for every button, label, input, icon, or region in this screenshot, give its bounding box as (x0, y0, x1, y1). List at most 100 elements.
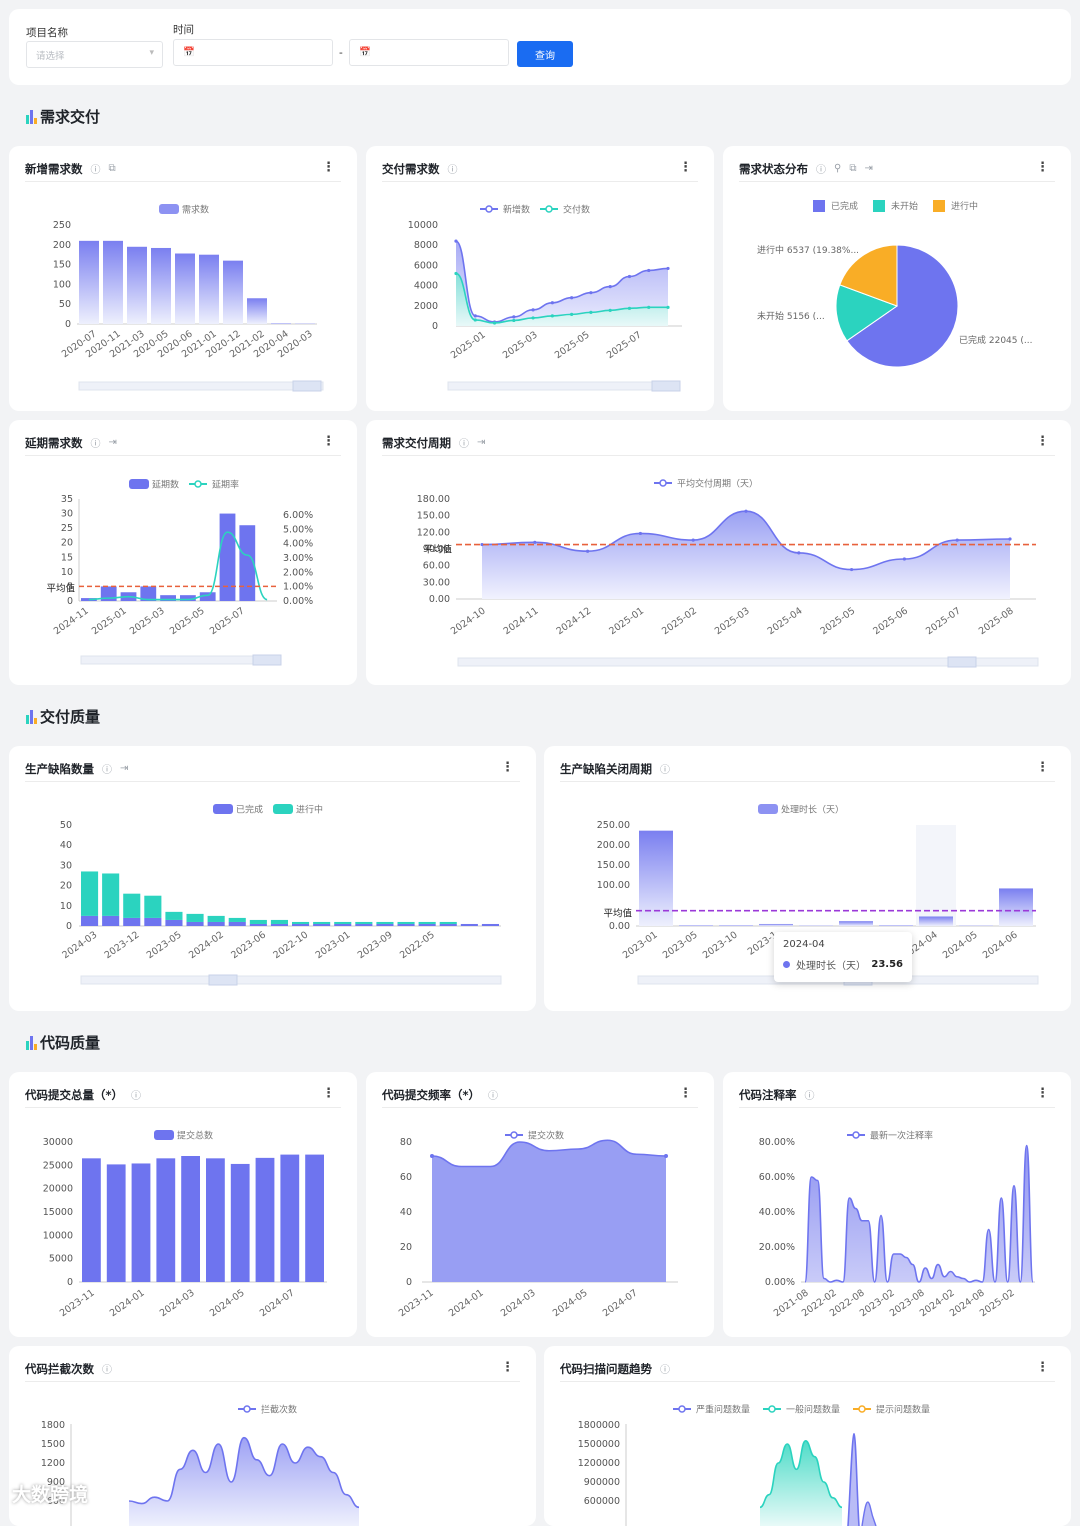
data-point (639, 532, 642, 535)
y-tick-label: 1500000 (578, 1439, 620, 1450)
start-date-input[interactable]: 📅 (173, 39, 333, 66)
x-tick-label: 2025-01 (449, 329, 488, 361)
project-select[interactable]: 请选择 ▾ (26, 41, 163, 68)
data-point (474, 318, 477, 321)
query-button[interactable]: 查询 (517, 41, 573, 67)
legend-item: 进行中 (296, 804, 323, 816)
data-point (570, 313, 573, 316)
y-tick-label: 1500 (41, 1439, 65, 1450)
y-tick-label: 20 (400, 1242, 412, 1253)
data-point (430, 1154, 434, 1158)
legend-marker (244, 1406, 250, 1412)
legend-swatch (129, 479, 149, 489)
x-tick-label: 2024-11 (502, 605, 541, 637)
bar (639, 831, 673, 926)
legend-item: 进行中 (951, 200, 978, 212)
y-tick-label: 40 (60, 840, 72, 851)
end-date-input[interactable]: 📅 (349, 39, 509, 66)
x-tick-label: 2025-03 (128, 605, 167, 637)
y-tick-label: 50 (59, 299, 71, 310)
x-tick-label: 2024-03 (499, 1287, 538, 1319)
y-tick-label: 10000 (408, 220, 438, 231)
bar-doing (292, 922, 309, 924)
legend-swatch (933, 200, 945, 212)
data-point (850, 568, 853, 571)
bar (82, 1158, 101, 1282)
bar-doing (165, 912, 182, 920)
x-tick-label: 2025-07 (605, 329, 644, 361)
scrollbar-handle (293, 381, 321, 391)
pie-label: 未开始 5156 (... (757, 310, 825, 322)
section-quality: 交付质量 (26, 706, 100, 727)
y-tick-label: 5000 (49, 1254, 73, 1265)
y-tick-label: 0 (406, 1277, 412, 1288)
x-tick-label: 2023-05 (661, 929, 700, 961)
y-tick-label: 25 (61, 523, 73, 534)
legend-item: 平均交付周期（天） (677, 478, 758, 490)
y-tick-label: 20000 (43, 1184, 73, 1195)
y-tick-label: 20 (60, 881, 72, 892)
y-tick-label: 600000 (584, 1496, 620, 1507)
y-tick-label: 30.00 (423, 577, 450, 588)
bar (151, 248, 171, 324)
y-tick-label: 150 (53, 260, 71, 271)
bar (231, 1164, 250, 1282)
x-tick-label: 2024-05 (551, 1287, 590, 1319)
bar-done (482, 924, 499, 926)
legend-marker (546, 206, 552, 212)
legend-item: 严重问题数量 (696, 1404, 750, 1416)
y-tick-label: 180.00 (417, 494, 450, 505)
bar (156, 1158, 175, 1282)
scrollbar-track (81, 656, 277, 664)
time-label: 时间 (173, 22, 194, 37)
y-tick-label: 100.00 (597, 880, 630, 891)
data-point (531, 316, 534, 319)
data-point (628, 307, 631, 310)
bar (271, 323, 291, 324)
section-title: 代码质量 (40, 1032, 100, 1053)
legend-item: 已完成 (236, 804, 263, 816)
x-tick-label: 2022-10 (271, 929, 310, 961)
series-area (482, 511, 1010, 599)
legend-marker (660, 480, 666, 486)
legend-swatch (213, 804, 233, 814)
data-point (589, 291, 592, 294)
bar (719, 925, 753, 926)
data-point (903, 557, 906, 560)
legend-marker (679, 1406, 685, 1412)
bar-doing (271, 920, 288, 924)
x-tick-label: 2023-01 (621, 929, 660, 961)
bar (181, 1156, 200, 1282)
y-tick-label: 60 (400, 1172, 412, 1183)
chart-comment-rate: 最新一次注释率0.00%20.00%40.00%60.00%80.00%2021… (723, 1072, 1071, 1337)
y-tick-label: 15 (61, 552, 73, 563)
legend-swatch (758, 804, 778, 814)
y-tick-label: 1200000 (578, 1458, 620, 1469)
y-tick-label: 1800 (41, 1420, 65, 1431)
bar-doing (355, 922, 372, 924)
y-tick-label: 50 (60, 820, 72, 831)
x-tick-label: 2024-10 (449, 605, 488, 637)
legend-marker (486, 206, 492, 212)
y-tick-label: 35 (61, 494, 73, 505)
chart-scan: 严重问题数量一般问题数量提示问题数量1800000150000012000009… (544, 1346, 1071, 1526)
data-point (609, 309, 612, 312)
y-tick-label: 10 (61, 567, 73, 578)
data-point (512, 315, 515, 318)
bar-done (187, 922, 204, 926)
bar (256, 1158, 275, 1282)
y-tick-label: 8000 (414, 240, 438, 251)
bar (839, 921, 873, 926)
bar (199, 255, 219, 324)
bar-doing (419, 922, 436, 924)
bar (759, 924, 793, 926)
x-tick-label: 2024-07 (258, 1287, 297, 1319)
x-tick-label: 2023-10 (701, 929, 740, 961)
x-tick-label: 2025-08 (977, 605, 1016, 637)
data-point (744, 510, 747, 513)
legend-item: 新增数 (503, 204, 530, 216)
